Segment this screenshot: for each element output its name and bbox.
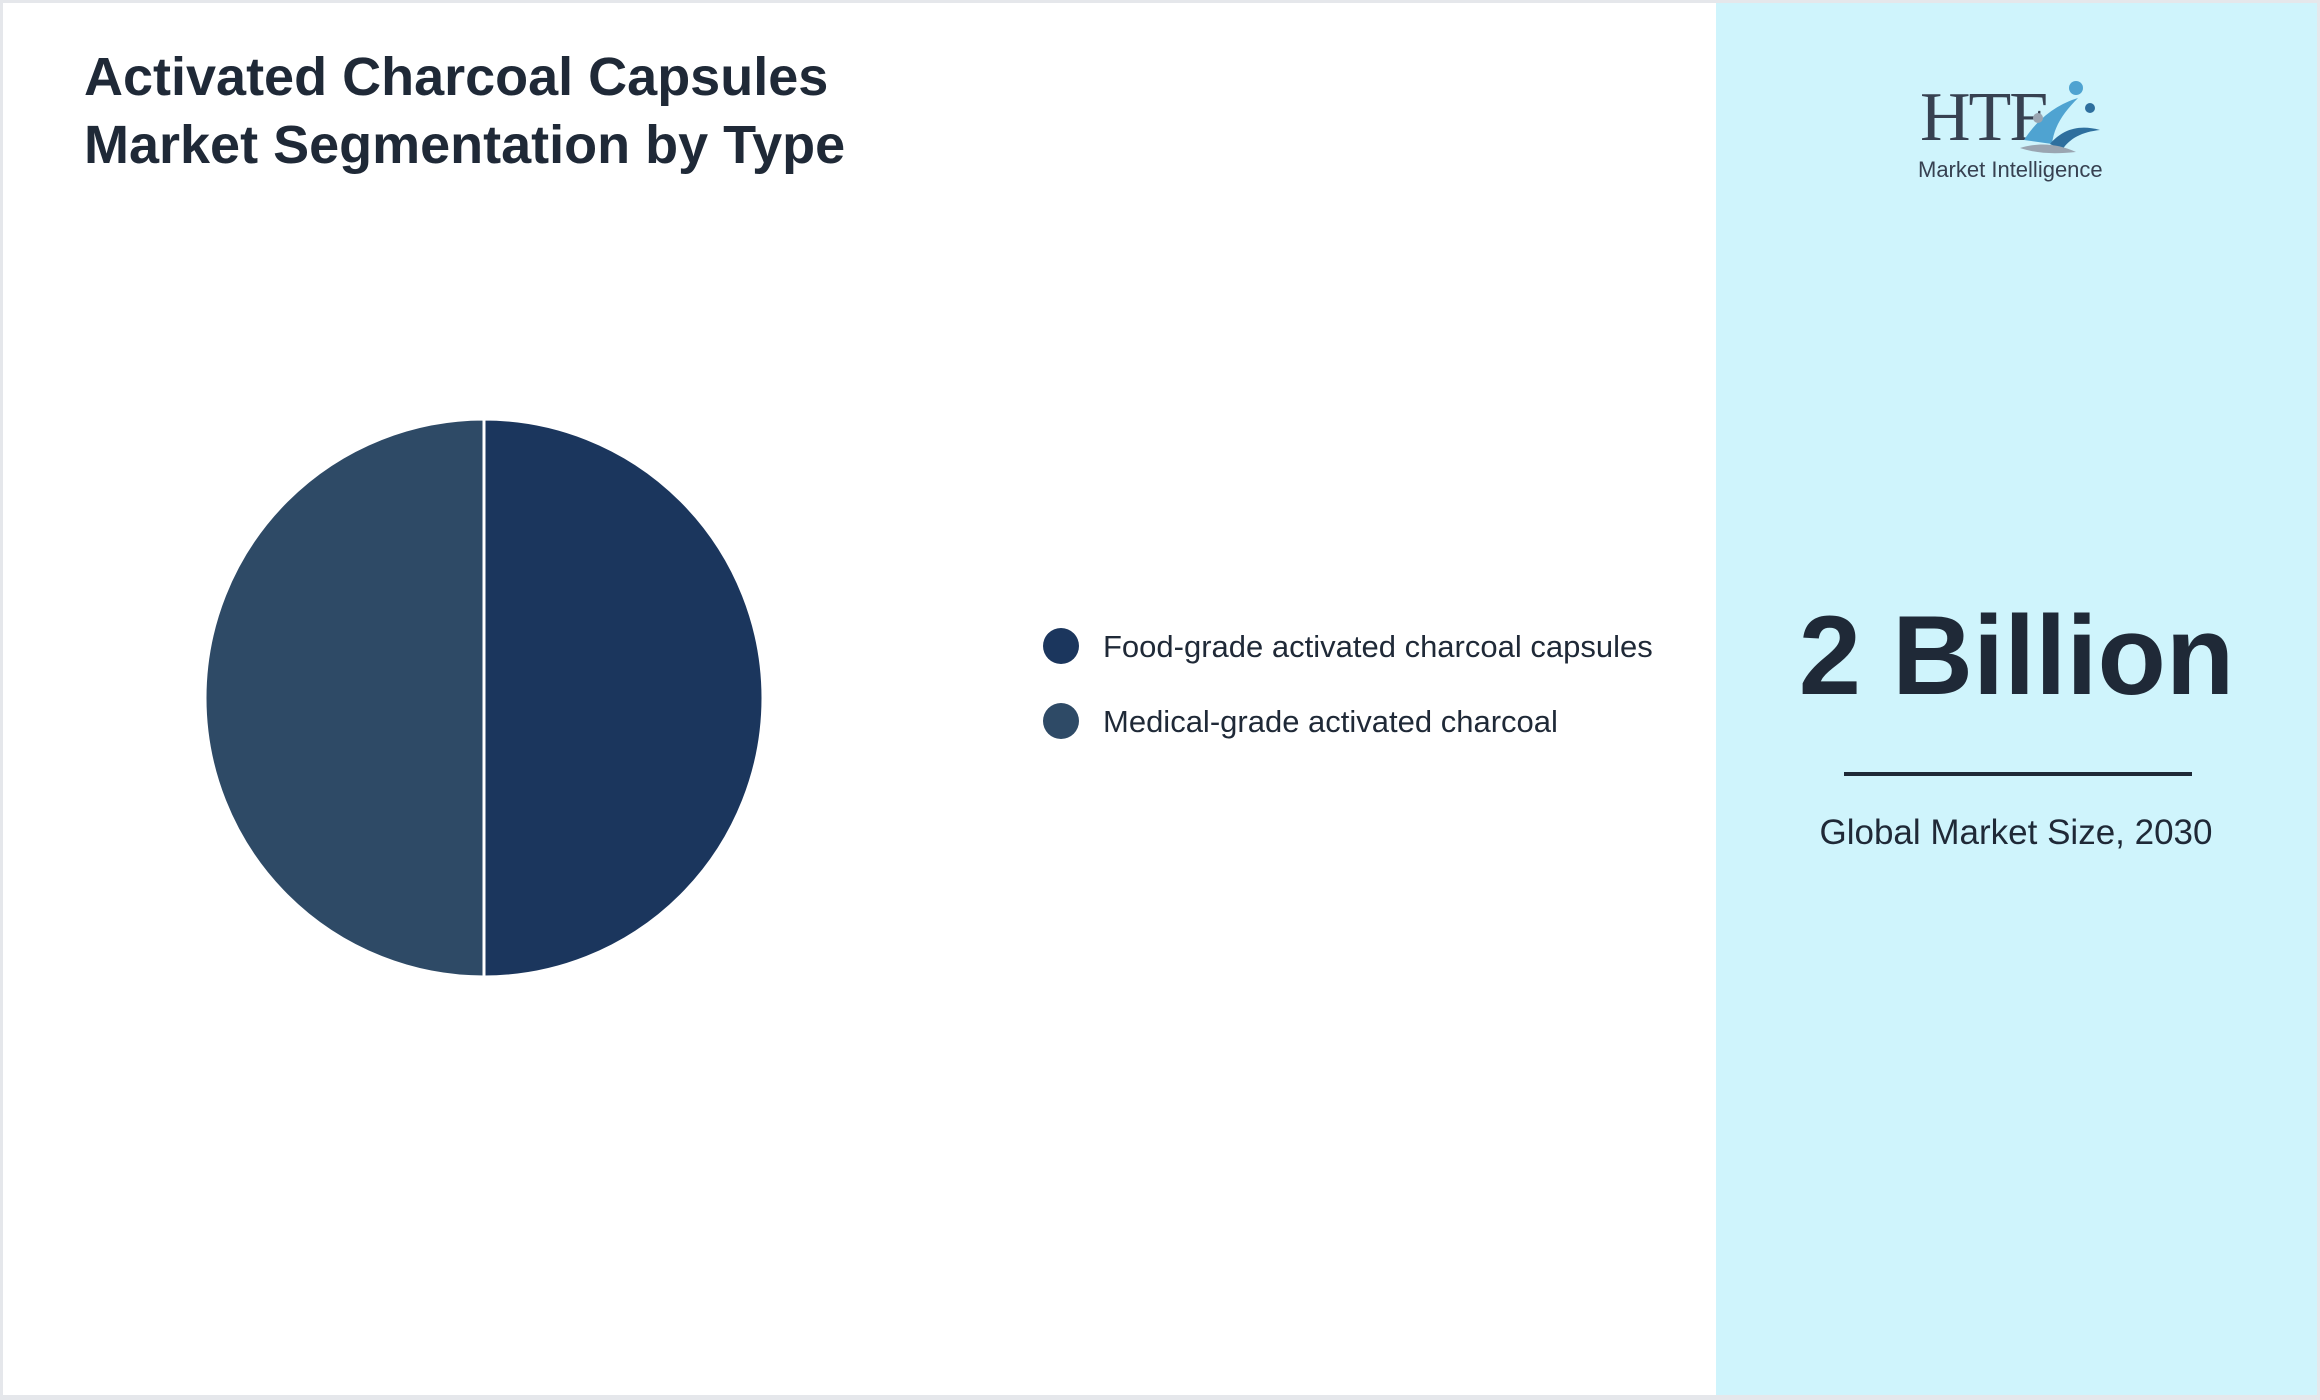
htf-swimmer-logo-icon (2020, 81, 2100, 154)
pie-slice-medical-grade (203, 417, 486, 979)
pie-chart (203, 417, 765, 979)
chart-title-line-1: Activated Charcoal Capsules (84, 47, 829, 107)
chart-title-line-2: Market Segmentation by Type (84, 115, 846, 175)
stat-divider (1844, 772, 2192, 776)
legend-item-medical-grade: Medical-grade activated charcoal (1043, 703, 1663, 740)
pie-slice-food-grade (482, 417, 765, 979)
legend-swatch-medical-grade (1043, 703, 1079, 739)
legend-label-food-grade: Food-grade activated charcoal capsules (1103, 629, 1653, 664)
chart-title: Activated Charcoal Capsules Market Segme… (84, 43, 1084, 179)
legend-swatch-food-grade (1043, 628, 1079, 664)
logo-letters: HTF (1920, 79, 2048, 156)
htf-logo: HTF Market Intelligence (1916, 78, 2106, 188)
legend-label-medical-grade: Medical-grade activated charcoal (1103, 704, 1558, 739)
logo-subtext: Market Intelligence (1918, 157, 2103, 182)
market-size-value: 2 Billion (1798, 593, 2235, 718)
market-size-panel: HTF Market Intelligence 2 Billion Global… (1716, 3, 2317, 1395)
chart-panel: Activated Charcoal Capsules Market Segme… (3, 3, 1716, 1395)
legend-item-food-grade: Food-grade activated charcoal capsules (1043, 628, 1663, 665)
chart-legend: Food-grade activated charcoal capsules M… (1043, 628, 1663, 778)
market-size-label: Global Market Size, 2030 (1819, 813, 2213, 852)
infographic-frame: Activated Charcoal Capsules Market Segme… (3, 3, 2317, 1395)
